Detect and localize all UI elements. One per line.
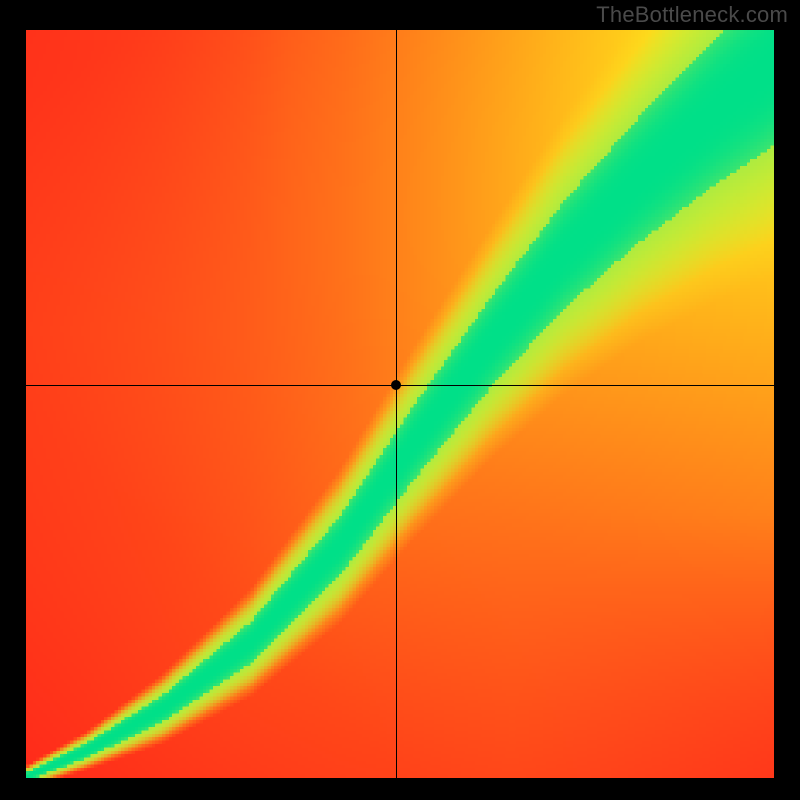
crosshair-vertical xyxy=(396,30,397,778)
watermark-text: TheBottleneck.com xyxy=(596,2,788,28)
heatmap-canvas xyxy=(26,30,774,778)
crosshair-marker xyxy=(391,380,401,390)
heatmap-canvas-wrap xyxy=(26,30,774,778)
heatmap-plot xyxy=(26,30,774,778)
chart-root: TheBottleneck.com xyxy=(0,0,800,800)
